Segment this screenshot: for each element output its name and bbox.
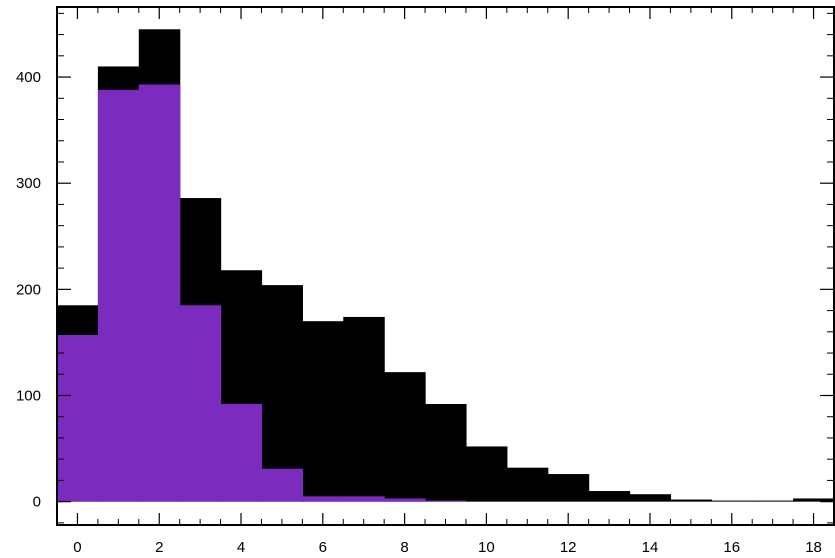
purple-bar-7 bbox=[343, 496, 385, 502]
black-bar-12 bbox=[547, 474, 590, 502]
purple-bar-3 bbox=[179, 305, 222, 502]
y-tick-label-0: 0 bbox=[33, 494, 41, 511]
black-bar-15 bbox=[670, 499, 712, 502]
axis-tick-labels: 0 2 4 6 8 10 12 14 16 18 0 100 200 300 400 bbox=[16, 69, 822, 556]
black-bar-8 bbox=[384, 372, 426, 502]
x-tick-label-6: 12 bbox=[560, 539, 577, 556]
x-tick-label-4: 8 bbox=[400, 539, 408, 556]
black-bar-13 bbox=[588, 491, 631, 502]
y-tick-label-4: 400 bbox=[16, 69, 41, 86]
purple-bar-9 bbox=[425, 500, 467, 502]
purple-bar-5 bbox=[261, 468, 303, 502]
purple-bar-8 bbox=[384, 498, 426, 502]
y-tick-label-2: 200 bbox=[16, 281, 41, 298]
series-purple-bars bbox=[57, 84, 467, 502]
black-bar-14 bbox=[629, 494, 672, 502]
x-tick-label-8: 16 bbox=[723, 539, 740, 556]
black-bar-17 bbox=[752, 500, 794, 502]
x-tick-label-2: 4 bbox=[237, 539, 245, 556]
plot-frame bbox=[56, 6, 835, 526]
black-bar-9 bbox=[425, 403, 467, 502]
black-bar-11 bbox=[506, 467, 549, 502]
black-bar-10 bbox=[465, 446, 508, 502]
black-bar-5 bbox=[261, 285, 303, 502]
purple-bar-0 bbox=[57, 334, 99, 502]
y-tick-label-1: 100 bbox=[16, 388, 41, 405]
purple-bar-6 bbox=[302, 496, 344, 502]
black-bar-16 bbox=[711, 500, 753, 502]
purple-bar-2 bbox=[138, 84, 181, 502]
x-tick-label-1: 2 bbox=[155, 539, 163, 556]
purple-bar-4 bbox=[220, 403, 263, 502]
black-bar-6 bbox=[302, 321, 344, 502]
x-tick-label-0: 0 bbox=[73, 539, 81, 556]
black-bar-7 bbox=[343, 316, 385, 502]
x-tick-label-9: 18 bbox=[805, 539, 822, 556]
black-bar-18 bbox=[793, 498, 835, 502]
purple-bar-1 bbox=[97, 89, 140, 502]
x-tick-label-5: 10 bbox=[478, 539, 495, 556]
y-tick-label-3: 300 bbox=[16, 175, 41, 192]
x-tick-label-7: 14 bbox=[642, 539, 659, 556]
x-tick-label-3: 6 bbox=[319, 539, 327, 556]
